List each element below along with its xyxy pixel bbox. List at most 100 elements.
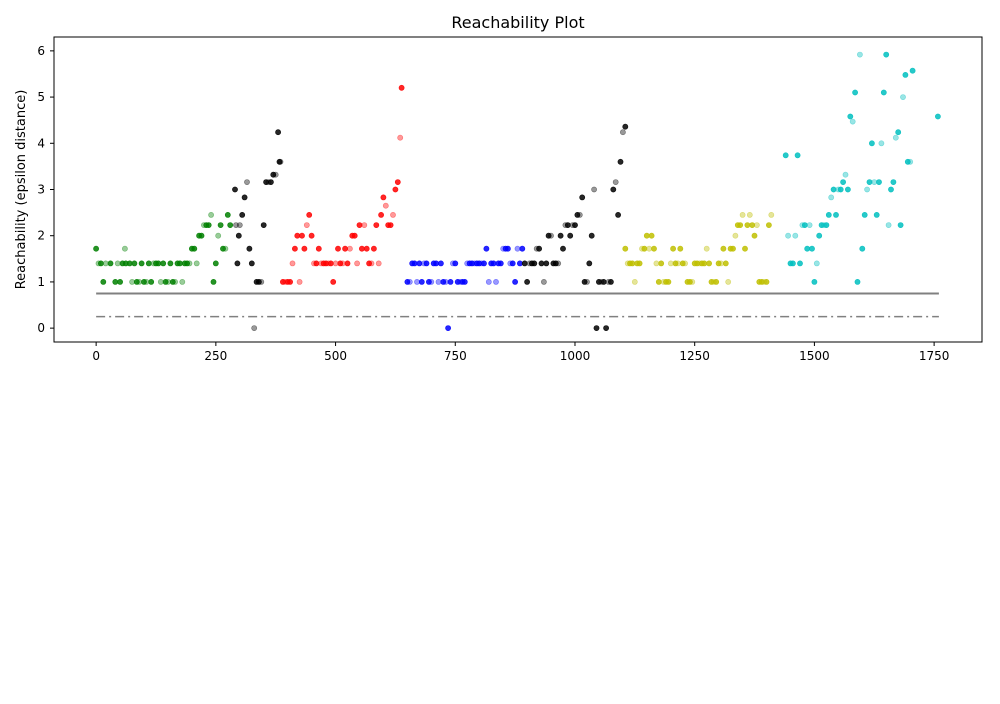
scatter-points bbox=[93, 51, 941, 331]
data-point bbox=[160, 260, 167, 267]
data-point bbox=[212, 260, 219, 267]
data-point bbox=[588, 232, 595, 239]
data-point bbox=[651, 245, 657, 252]
data-point bbox=[907, 158, 914, 165]
data-point bbox=[514, 245, 521, 252]
y-axis: 0 1 2 3 4 5 6 bbox=[37, 44, 54, 335]
data-point bbox=[148, 278, 155, 285]
data-point bbox=[308, 232, 315, 239]
data-point bbox=[289, 260, 296, 267]
data-point bbox=[428, 278, 435, 285]
data-point bbox=[483, 245, 490, 252]
data-point bbox=[275, 129, 281, 136]
data-point bbox=[859, 245, 866, 252]
data-point bbox=[227, 222, 234, 228]
data-point bbox=[538, 260, 545, 267]
data-point bbox=[411, 260, 418, 267]
data-point bbox=[143, 278, 150, 285]
data-point bbox=[641, 245, 648, 252]
y-tick-label: 1 bbox=[37, 275, 45, 289]
data-point bbox=[404, 278, 411, 285]
data-point bbox=[179, 278, 186, 285]
data-point bbox=[224, 211, 231, 218]
data-point bbox=[337, 260, 344, 267]
data-point bbox=[406, 278, 413, 285]
data-point bbox=[162, 278, 169, 285]
data-point bbox=[366, 260, 372, 267]
data-point bbox=[555, 260, 562, 267]
data-point bbox=[440, 278, 447, 285]
data-point bbox=[370, 245, 377, 252]
data-point bbox=[689, 278, 696, 285]
data-point bbox=[112, 278, 119, 285]
data-point bbox=[133, 278, 140, 285]
data-point bbox=[746, 211, 753, 218]
data-point bbox=[244, 179, 250, 185]
data-point bbox=[398, 84, 405, 91]
y-tick-label: 5 bbox=[37, 90, 45, 104]
data-point bbox=[220, 245, 226, 252]
data-point bbox=[276, 158, 283, 165]
data-point bbox=[617, 158, 624, 165]
data-point bbox=[93, 245, 99, 252]
data-point bbox=[892, 134, 899, 141]
data-point bbox=[584, 278, 590, 285]
data-point bbox=[842, 171, 849, 178]
data-point bbox=[100, 278, 107, 285]
data-point bbox=[272, 171, 279, 178]
data-point bbox=[205, 222, 212, 228]
data-point bbox=[608, 278, 614, 285]
data-point bbox=[672, 260, 679, 267]
data-point bbox=[888, 186, 894, 193]
data-point bbox=[576, 211, 583, 218]
data-point bbox=[435, 278, 442, 285]
data-point bbox=[461, 278, 468, 285]
data-point bbox=[358, 245, 365, 252]
data-point bbox=[653, 260, 660, 267]
data-point bbox=[620, 129, 626, 136]
data-point bbox=[861, 211, 868, 218]
data-point bbox=[655, 278, 662, 285]
data-point bbox=[864, 186, 870, 193]
data-point bbox=[416, 260, 423, 267]
data-point bbox=[186, 260, 193, 267]
data-point bbox=[730, 245, 736, 252]
data-point bbox=[878, 140, 885, 147]
data-point bbox=[191, 245, 198, 252]
data-point bbox=[102, 260, 109, 267]
data-point bbox=[241, 194, 248, 201]
data-point bbox=[344, 260, 351, 267]
data-point bbox=[481, 260, 487, 267]
data-point bbox=[548, 232, 554, 239]
data-point bbox=[545, 232, 552, 239]
data-point bbox=[267, 179, 274, 185]
data-point bbox=[521, 260, 528, 267]
data-point bbox=[251, 325, 258, 331]
data-point bbox=[591, 186, 597, 193]
data-point bbox=[98, 260, 104, 267]
data-point bbox=[866, 179, 873, 185]
y-tick-label: 0 bbox=[37, 321, 45, 335]
data-point bbox=[885, 222, 892, 228]
data-point bbox=[749, 222, 756, 228]
data-point bbox=[354, 260, 360, 267]
data-point bbox=[823, 222, 830, 228]
x-tick-label: 250 bbox=[204, 349, 227, 363]
data-point bbox=[382, 202, 389, 209]
data-point bbox=[579, 194, 586, 201]
data-point bbox=[208, 211, 214, 218]
data-point bbox=[524, 278, 530, 285]
data-point bbox=[713, 278, 720, 285]
x-tick-label: 1500 bbox=[799, 349, 830, 363]
data-point bbox=[375, 260, 382, 267]
data-point bbox=[722, 260, 729, 267]
data-point bbox=[172, 278, 178, 285]
data-point bbox=[564, 222, 571, 228]
data-point bbox=[648, 232, 655, 239]
data-point bbox=[193, 260, 200, 267]
data-point bbox=[849, 118, 856, 125]
data-point bbox=[572, 222, 578, 228]
data-point bbox=[425, 278, 432, 285]
data-point bbox=[744, 222, 751, 228]
